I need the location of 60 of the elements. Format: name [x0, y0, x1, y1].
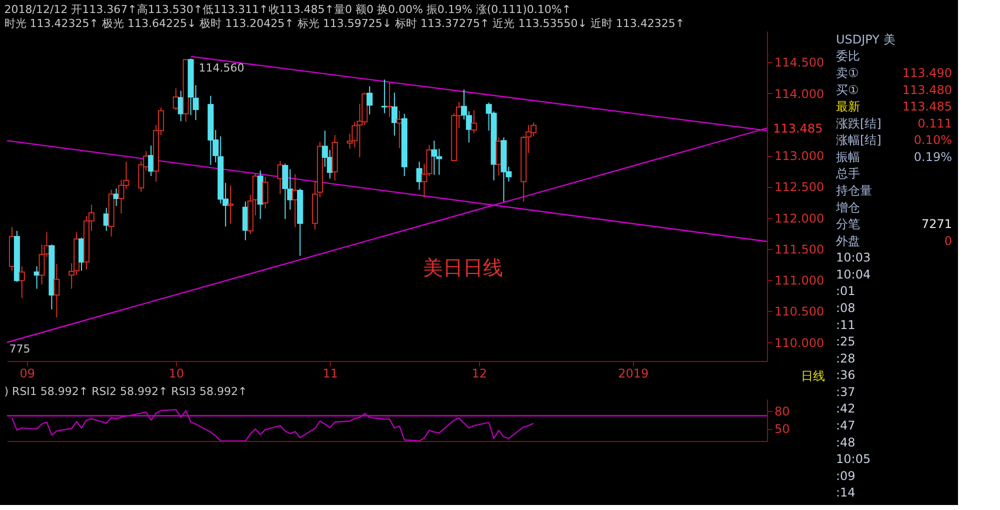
- text: :25: [836, 334, 856, 349]
- x-tick-label: 09: [20, 366, 36, 380]
- text: 10:03: [836, 250, 871, 265]
- category-label: 分笔: [836, 217, 860, 232]
- text: 0.10%: [914, 133, 952, 148]
- text: 113.490: [902, 66, 952, 80]
- text: :01: [836, 284, 856, 298]
- category-label: 涨跌[结]: [836, 116, 882, 130]
- category-label: 卖①: [836, 66, 859, 80]
- text: 113.480: [902, 82, 952, 97]
- chart-title: ) RSI1 58.992↑ RSI2 58.992↑ RSI3 58.992↑: [4, 385, 248, 398]
- y-tick-label: 80: [774, 404, 790, 419]
- text: :37: [836, 384, 856, 399]
- x-tick-label: 2019: [618, 366, 649, 380]
- text: USDJPY 美: [836, 32, 896, 46]
- category-label: 总手: [835, 166, 860, 181]
- category-label: 买①: [836, 82, 859, 97]
- category-label: 增仓: [835, 200, 860, 214]
- text: 0: [944, 234, 952, 248]
- annotation: 美日日线: [423, 256, 503, 280]
- text: 10:04: [836, 267, 871, 282]
- y-tick-label: 113.000: [774, 149, 824, 164]
- category-label: 振幅: [836, 150, 860, 164]
- y-tick-label: 114.000: [774, 86, 824, 101]
- chart-subtitle: 时光 113.42325↑ 极光 113.64225↓ 极时 113.20425↑ 标光 113.59725↓ 标时 113.37275↑ 近光 113.53550↓ 近时 113.42325↑: [4, 17, 685, 30]
- text: 0.19%: [914, 150, 952, 164]
- text: 113.485: [773, 121, 823, 136]
- text: :36: [836, 368, 856, 382]
- text: :11: [836, 318, 856, 332]
- y-tick-label: 50: [774, 422, 790, 436]
- y-tick-label: 110.000: [774, 336, 824, 350]
- y-tick-label: 114.500: [774, 56, 824, 70]
- annotation: 775: [9, 342, 30, 356]
- text: 10:05: [836, 452, 871, 466]
- y-tick-label: 111.500: [774, 242, 824, 256]
- x-tick-label: 11: [322, 366, 338, 380]
- text: 0.111: [918, 116, 952, 130]
- category-label: 外盘: [836, 234, 860, 248]
- text: 日线: [801, 368, 826, 383]
- x-tick-label: 10: [168, 366, 184, 380]
- chart-title: 2018/12/12 开113.367↑高113.530↑低113.311↑收113.485↑量0 额0 换0.00% 振0.19% 涨(0.111)0.10%↑: [4, 3, 572, 16]
- text: :48: [836, 435, 856, 450]
- text: :14: [836, 486, 856, 500]
- y-tick-label: 112.500: [774, 180, 824, 194]
- y-tick-label: 111.000: [774, 274, 824, 288]
- category-label: 最新: [836, 100, 860, 114]
- text: 7271: [921, 217, 952, 232]
- text: :42: [836, 402, 856, 416]
- text: 113.485: [902, 100, 952, 114]
- text: :09: [836, 468, 856, 483]
- y-tick-label: 110.500: [774, 304, 824, 319]
- category-label: 涨幅[结]: [836, 133, 882, 148]
- text: :28: [836, 351, 856, 366]
- category-label: 委比: [836, 49, 860, 64]
- y-tick-label: 112.000: [774, 211, 824, 226]
- annotation: 114.560: [198, 61, 244, 74]
- x-tick-label: 12: [472, 366, 488, 380]
- text: :08: [836, 300, 856, 315]
- text: :47: [836, 418, 856, 432]
- category-label: 持仓量: [836, 183, 872, 198]
